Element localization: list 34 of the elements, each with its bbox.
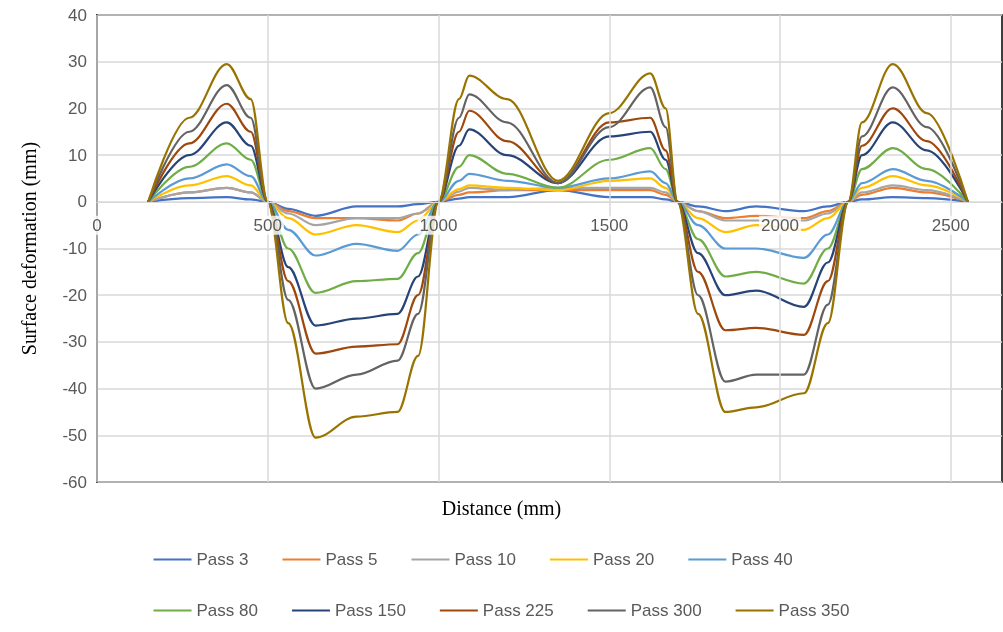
- y-tick-label: 40: [68, 5, 87, 25]
- legend-label: Pass 5: [325, 550, 378, 569]
- legend-label: Pass 300: [630, 601, 702, 620]
- legend-label: Pass 20: [592, 550, 655, 569]
- line-series: [147, 102, 969, 355]
- x-tick-label: 0: [92, 215, 102, 235]
- line-series: [147, 62, 969, 439]
- line-series: [147, 83, 969, 390]
- legend-label: Pass 3: [196, 550, 249, 569]
- legend-label: Pass 40: [731, 550, 793, 569]
- legend-label: Pass 150: [334, 601, 406, 620]
- line-series: [147, 175, 969, 236]
- x-tick-label: 2500: [931, 215, 970, 235]
- x-tick-label: 2000: [761, 215, 799, 235]
- y-axis-title: Surface deformation (mm): [18, 141, 41, 356]
- y-tick-label: -50: [62, 425, 87, 445]
- x-tick-label: 1000: [419, 215, 458, 235]
- y-tick-label: -10: [62, 239, 87, 258]
- y-tick-label: -30: [62, 332, 87, 352]
- y-tick-label: 30: [68, 52, 87, 72]
- legend-label: Pass 10: [454, 550, 516, 569]
- y-tick-label: 0: [77, 192, 87, 212]
- y-tick-label: -20: [62, 285, 87, 305]
- x-tick-label: 500: [253, 215, 282, 235]
- x-axis-title: Distance (mm): [441, 497, 562, 520]
- y-tick-label: 10: [68, 145, 87, 165]
- x-tick-label: 1500: [590, 215, 629, 235]
- legend-label: Pass 225: [482, 601, 554, 620]
- y-tick-label: 20: [68, 98, 87, 118]
- legend-label: Pass 80: [196, 601, 258, 620]
- y-tick-label: -60: [62, 472, 87, 492]
- legend-label: Pass 350: [778, 601, 850, 620]
- y-tick-label: -40: [62, 379, 87, 399]
- line-series: [147, 142, 969, 294]
